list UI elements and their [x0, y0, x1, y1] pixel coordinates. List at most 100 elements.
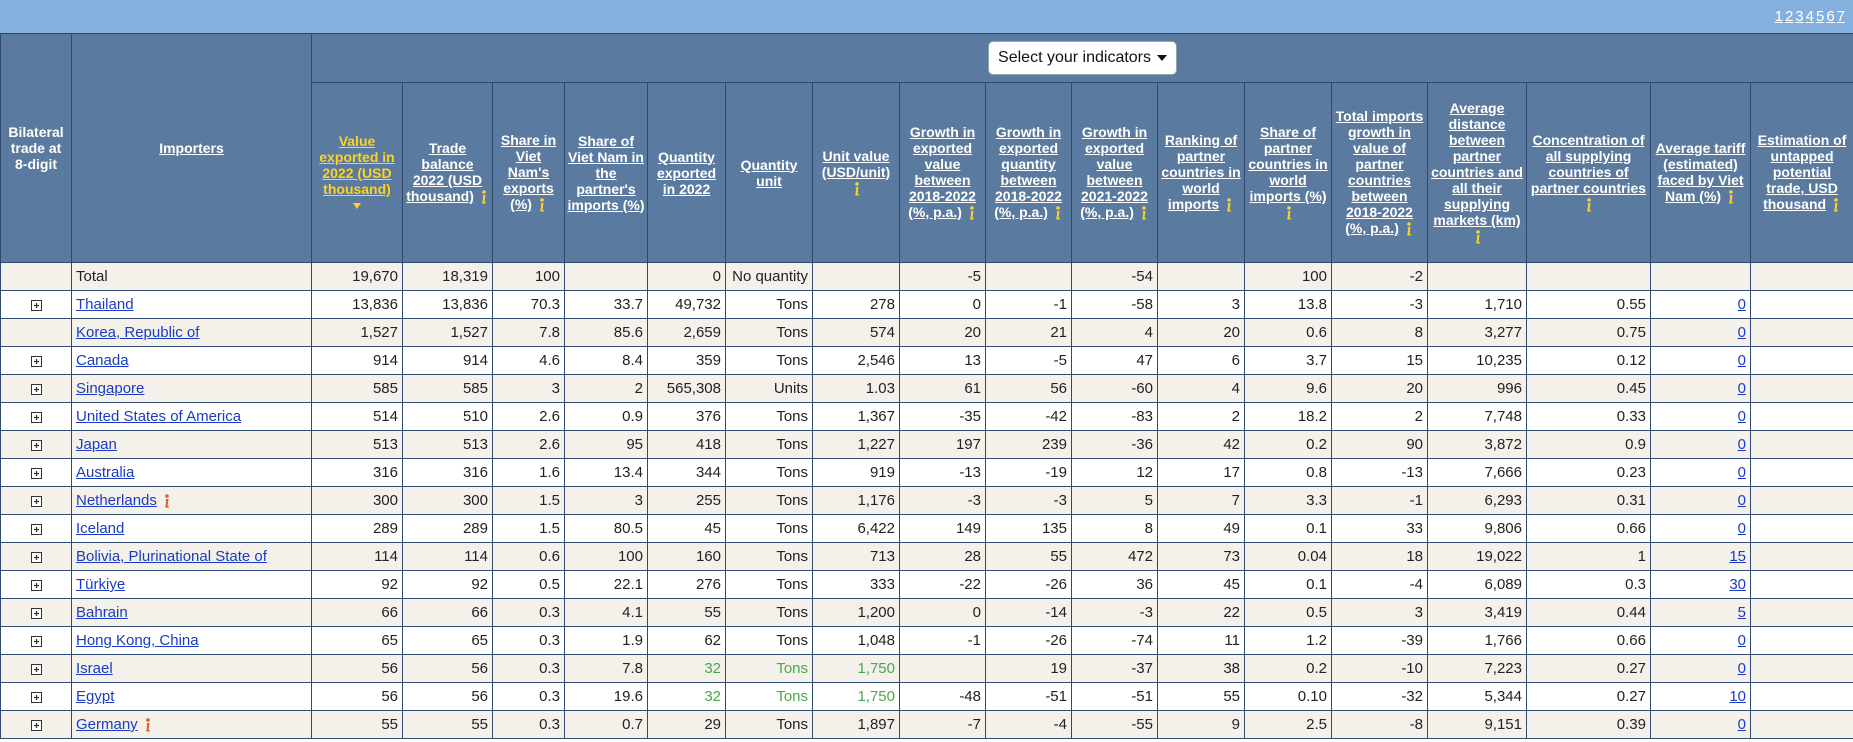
expand-cell[interactable] [0, 346, 72, 375]
importer-cell: Israel [71, 654, 312, 683]
expand-cell[interactable] [0, 290, 72, 319]
importer-link[interactable]: Japan [76, 436, 117, 453]
importer-link[interactable]: Bahrain [76, 604, 128, 621]
expand-cell[interactable] [0, 458, 72, 487]
expand-cell[interactable] [0, 374, 72, 403]
expand-cell[interactable] [0, 514, 72, 543]
value-cell [1749, 290, 1853, 319]
importer-link[interactable]: Netherlands [76, 491, 157, 509]
tariff-link[interactable]: 5 [1737, 604, 1746, 621]
value-cell: 1.5 [492, 486, 565, 515]
expand-cell[interactable] [0, 430, 72, 459]
column-header[interactable]: Total imports growth in value of partner… [1331, 82, 1428, 263]
tariff-link[interactable]: 10 [1729, 688, 1746, 705]
expand-cell[interactable] [0, 402, 72, 431]
cell-text: 55 [381, 716, 398, 733]
column-header[interactable]: Value exported in 2022 (USD thousand) [311, 82, 403, 263]
cell-text: 65 [381, 632, 398, 649]
tariff-link[interactable]: 0 [1737, 436, 1746, 453]
tariff-link[interactable]: 30 [1729, 576, 1746, 593]
page-link[interactable]: 6 [1826, 8, 1835, 25]
column-header[interactable]: Concentration of all supplying countries… [1526, 82, 1651, 263]
cell-text: 289 [372, 520, 398, 537]
column-header[interactable]: Importers [71, 33, 312, 263]
importer-cell: Canada [71, 346, 312, 375]
column-header[interactable]: Average distance between partner countri… [1427, 82, 1527, 263]
page-link[interactable]: 1 [1774, 8, 1783, 25]
cell-text: 0.3 [539, 688, 560, 705]
tariff-link[interactable]: 0 [1737, 632, 1746, 649]
page-link[interactable]: 4 [1805, 8, 1814, 25]
tariff-link[interactable]: 0 [1737, 408, 1746, 425]
column-header[interactable]: Average tariff (estimated) faced by Viet… [1650, 82, 1751, 263]
expand-cell[interactable] [0, 654, 72, 683]
cell-text: 100 [534, 268, 560, 285]
cell-text: 0.10 [1297, 688, 1327, 705]
page-link[interactable]: 7 [1836, 8, 1845, 25]
importer-link[interactable]: Korea, Republic of [76, 324, 200, 341]
importer-link[interactable]: Iceland [76, 520, 125, 537]
importer-link[interactable]: Canada [76, 352, 129, 369]
expand-icon [30, 635, 42, 647]
expand-cell[interactable] [0, 570, 72, 599]
column-header[interactable]: Ranking of partner countries in world im… [1157, 82, 1245, 263]
column-header[interactable]: Quantity unit [725, 82, 813, 263]
column-header[interactable]: Growth in exported value between 2021-20… [1071, 82, 1158, 263]
value-cell: -4 [985, 710, 1072, 739]
page-link[interactable]: 2 [1784, 8, 1794, 25]
cell-text: Tons [776, 492, 808, 509]
page-link[interactable]: 5 [1815, 8, 1825, 25]
tariff-link[interactable]: 0 [1737, 324, 1746, 341]
value-cell: -3 [985, 486, 1072, 515]
importer-cell: Japan [71, 430, 312, 459]
column-header[interactable]: Share of partner countries in world impo… [1244, 82, 1332, 263]
column-header[interactable]: Unit value (USD/unit) [812, 82, 900, 263]
column-header[interactable]: Estimation of untapped potential trade, … [1749, 82, 1853, 263]
cell-text: -26 [1045, 576, 1067, 593]
page-link[interactable]: 3 [1795, 8, 1804, 25]
importer-link[interactable]: Thailand [76, 296, 134, 313]
cell-text: -36 [1131, 436, 1153, 453]
expand-cell[interactable] [0, 682, 72, 711]
tariff-link[interactable]: 0 [1737, 296, 1746, 313]
tariff-link[interactable]: 0 [1737, 716, 1746, 733]
column-header[interactable]: Growth in exported value between 2018-20… [899, 82, 986, 263]
tariff-link[interactable]: 0 [1737, 380, 1746, 397]
expand-cell[interactable] [0, 542, 72, 571]
value-cell: 19,670 [311, 262, 403, 291]
expand-cell[interactable] [0, 710, 72, 739]
importer-link[interactable]: Israel [76, 660, 113, 677]
indicator-select[interactable]: Select your indicators [988, 41, 1178, 75]
value-cell: 2 [1331, 402, 1428, 431]
column-header[interactable]: Share of Viet Nam in the partner's impor… [564, 82, 648, 263]
expand-cell[interactable] [0, 626, 72, 655]
importer-cell: Korea, Republic of [71, 318, 312, 347]
expand-cell[interactable] [0, 598, 72, 627]
importer-link[interactable]: Australia [76, 464, 135, 481]
column-label: Growth in exported value between 2018-20… [908, 123, 976, 220]
importer-link[interactable]: United States of America [76, 408, 242, 425]
importer-link[interactable]: Türkiye [76, 576, 126, 593]
cell-text: -1 [1409, 492, 1423, 509]
tariff-link[interactable]: 0 [1737, 352, 1746, 369]
importer-link[interactable]: Singapore [76, 380, 145, 397]
tariff-link[interactable]: 0 [1737, 492, 1746, 509]
tariff-link[interactable]: 0 [1737, 520, 1746, 537]
importer-link[interactable]: Egypt [76, 688, 115, 705]
column-header[interactable]: Trade balance 2022 (USD thousand) [402, 82, 493, 263]
importer-link[interactable]: Germany [76, 715, 138, 733]
importer-link[interactable]: Bolivia, Plurinational State of [76, 548, 267, 565]
column-header[interactable]: Share in Viet Nam's exports (%) [492, 82, 565, 263]
column-header[interactable]: Quantity exported in 2022 [647, 82, 726, 263]
value-cell: -83 [1071, 402, 1158, 431]
importer-link[interactable]: Hong Kong, China [76, 632, 199, 649]
value-cell: 6,293 [1427, 486, 1527, 515]
column-header[interactable]: Growth in exported quantity between 2018… [985, 82, 1072, 263]
expand-cell[interactable] [0, 486, 72, 515]
tariff-link[interactable]: 0 [1737, 660, 1746, 677]
value-cell: 2,546 [812, 346, 900, 375]
value-cell: 21 [985, 318, 1072, 347]
value-cell: 3,277 [1427, 318, 1527, 347]
tariff-link[interactable]: 0 [1737, 464, 1746, 481]
tariff-link[interactable]: 15 [1729, 548, 1746, 565]
